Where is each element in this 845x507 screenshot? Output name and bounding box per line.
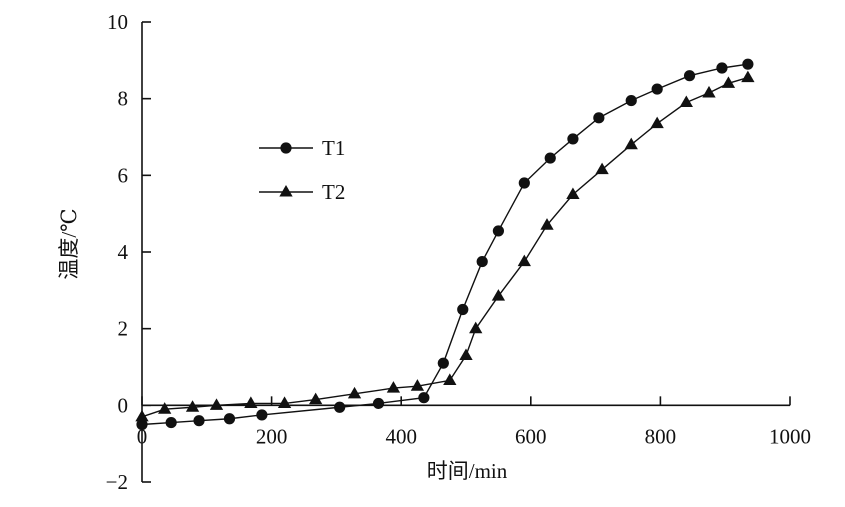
data-point <box>185 400 200 412</box>
data-point <box>595 162 609 175</box>
data-point <box>679 95 693 108</box>
y-tick-label: −2 <box>106 470 128 494</box>
x-tick-label: 200 <box>256 424 288 448</box>
data-point <box>193 415 205 427</box>
data-point <box>625 94 637 107</box>
data-point <box>469 321 483 334</box>
data-point <box>443 373 457 385</box>
data-point <box>256 409 268 421</box>
data-point <box>650 116 664 129</box>
legend-item-t1: T1 <box>259 136 345 160</box>
data-point <box>437 357 449 369</box>
data-point <box>742 58 754 70</box>
legend-label: T2 <box>322 180 345 204</box>
y-tick-label: 2 <box>118 317 129 341</box>
data-point <box>372 397 385 410</box>
data-point <box>683 70 696 82</box>
data-point <box>491 289 506 301</box>
data-point <box>418 392 430 404</box>
data-point <box>544 152 556 164</box>
x-tick-label: 800 <box>645 424 677 448</box>
data-point <box>566 187 580 200</box>
y-tick-label: 0 <box>118 393 129 417</box>
data-point <box>158 402 172 414</box>
data-point <box>459 348 473 361</box>
data-point <box>223 413 236 425</box>
data-point <box>386 381 401 393</box>
data-point <box>457 303 469 316</box>
x-tick-label: 600 <box>515 424 547 448</box>
x-tick-label: 400 <box>385 424 417 448</box>
data-point <box>135 409 149 422</box>
data-point <box>410 379 425 391</box>
data-point <box>334 401 346 413</box>
y-tick-label: 10 <box>107 10 128 34</box>
data-point <box>741 70 755 83</box>
y-axis-title: 温度/℃ <box>57 208 81 279</box>
y-tick-label: 6 <box>118 163 129 187</box>
data-point <box>136 418 148 431</box>
data-point <box>347 386 362 399</box>
data-point <box>702 85 716 98</box>
y-tick-label: 8 <box>118 87 129 111</box>
series-t2 <box>135 70 755 422</box>
data-point <box>244 396 258 408</box>
series-line-t2 <box>141 76 749 418</box>
data-point <box>716 62 728 74</box>
legend-marker <box>280 142 292 154</box>
x-axis-title: 时间/min <box>427 459 508 483</box>
data-point <box>721 76 736 88</box>
data-point <box>540 218 554 230</box>
series-layer <box>135 58 755 431</box>
x-tick-label: 0 <box>137 424 148 448</box>
data-point <box>593 112 605 124</box>
y-tick-label: 4 <box>118 240 129 264</box>
data-point <box>517 254 531 267</box>
data-point <box>165 416 177 429</box>
data-point <box>518 177 530 189</box>
data-point <box>309 392 323 405</box>
legend-label: T1 <box>322 136 345 160</box>
data-point <box>567 133 579 145</box>
data-point <box>209 398 224 410</box>
series-t1 <box>136 58 754 431</box>
legend: T1 T2 <box>259 136 345 204</box>
data-point <box>277 396 292 408</box>
x-tick-label: 1000 <box>769 424 811 448</box>
data-point <box>624 137 638 150</box>
data-point <box>492 225 504 237</box>
data-point <box>651 83 663 95</box>
legend-item-t2: T2 <box>259 180 345 204</box>
legend-marker <box>279 185 293 197</box>
data-point <box>476 255 488 268</box>
axes: −2 0 2 4 6 8 10 0 200 400 600 800 1000 <box>106 10 811 494</box>
